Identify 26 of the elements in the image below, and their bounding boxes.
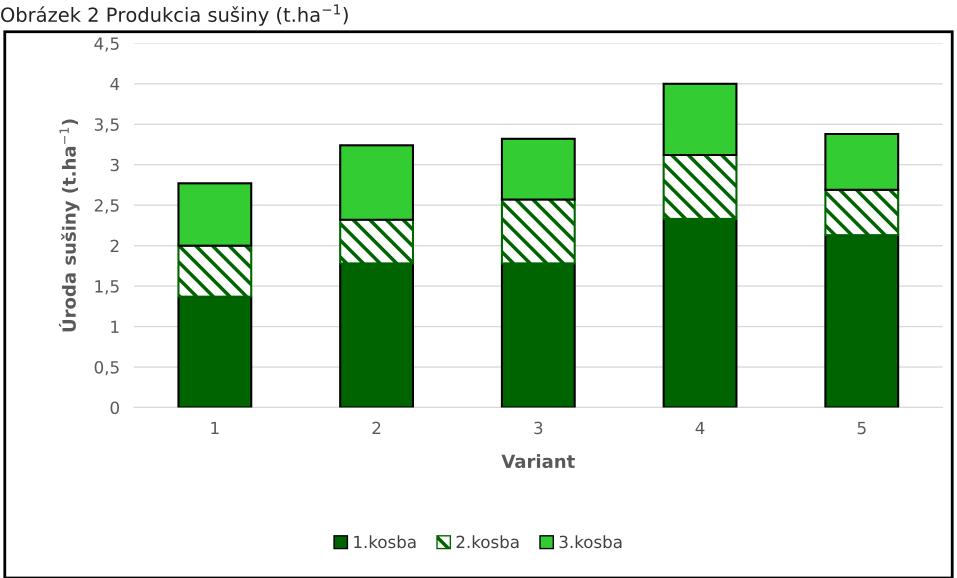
y-axis-title: Úroda sušiny (t.ha$^{−1}$)	[58, 119, 80, 332]
legend-label: 2.kosba	[456, 535, 518, 548]
y-tick-label: 3,5	[94, 118, 119, 133]
x-tick-label: 1	[211, 422, 219, 434]
legend-label: 3.kosba	[560, 535, 622, 548]
bar	[177, 182, 252, 247]
bar	[662, 82, 738, 156]
bar	[500, 138, 576, 201]
x-tick-label: 3	[534, 422, 542, 434]
y-tick-label: 2	[110, 240, 118, 252]
y-tick-label: 2,5	[94, 199, 119, 214]
legend-label: 1.kosba	[354, 535, 416, 548]
y-tick-label: 4,5	[94, 38, 119, 52]
x-axis-title: Variant	[501, 454, 575, 468]
chart-title: Obrázek 2 Produkcia sušiny (t.ha$^{−1}$)	[1, 4, 348, 26]
y-tick-label: 3	[110, 158, 119, 172]
y-tick-label: 1	[111, 320, 119, 333]
x-tick-label: 4	[696, 422, 704, 434]
y-tick-label: 1,5	[95, 280, 119, 294]
bar	[339, 144, 414, 221]
x-tick-label: 2	[372, 422, 380, 434]
y-tick-label: 0	[110, 401, 119, 414]
x-tick-label: 5	[858, 422, 866, 434]
y-tick-label: 0,5	[94, 360, 119, 376]
bar	[824, 132, 900, 191]
y-tick-label: 4	[110, 78, 120, 90]
